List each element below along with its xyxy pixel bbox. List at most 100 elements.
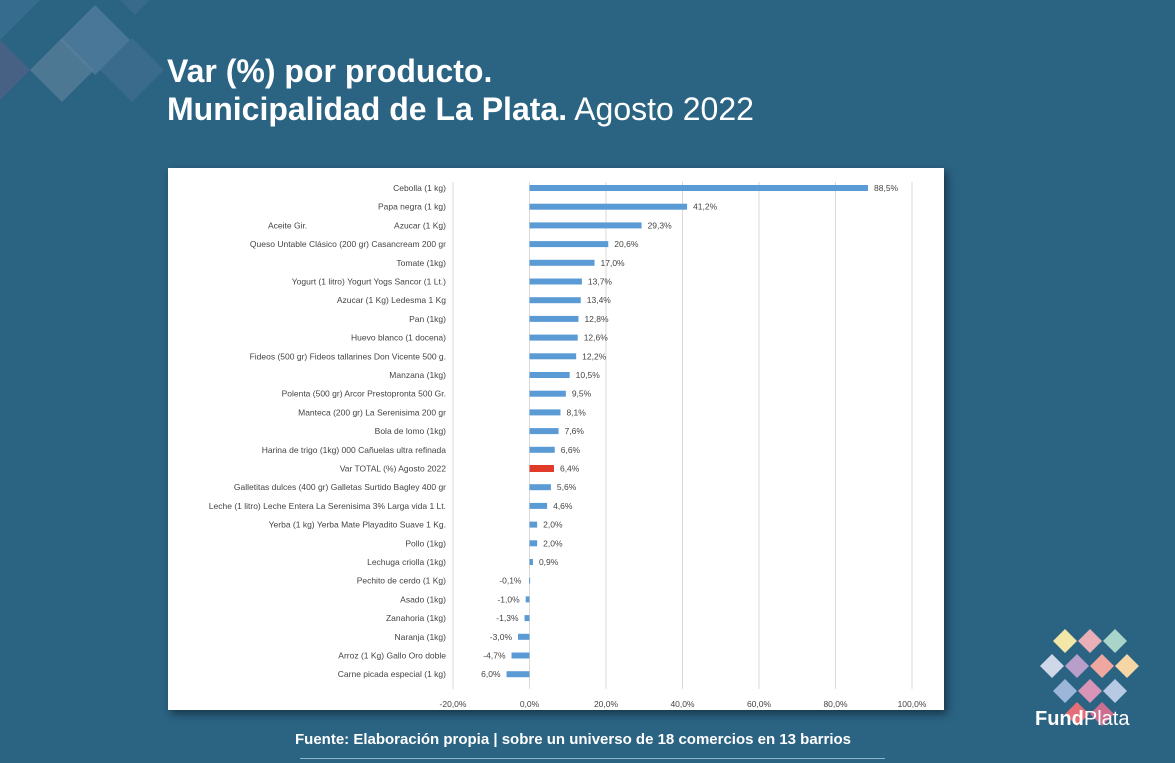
- x-tick-label: 40,0%: [670, 699, 695, 709]
- chart-panel: -20,0% 0,0% 20,0% 40,0% 60,0% 80,0% 100,0% Cebo…: [168, 168, 944, 710]
- extra-annotation: Aceite Gir.: [268, 220, 307, 230]
- value-label: 2,0%: [543, 538, 563, 548]
- value-label: 88,5%: [874, 183, 899, 193]
- category-label: Arroz (1 Kg) Gallo Oro doble: [338, 651, 446, 661]
- category-label: Yogurt (1 litro) Yogurt Yogs Sancor (1 L…: [292, 277, 446, 287]
- bar-chart: -20,0% 0,0% 20,0% 40,0% 60,0% 80,0% 100,0% Cebo…: [209, 182, 927, 709]
- fundplata-logo-icon: [1040, 629, 1139, 726]
- category-label: Yerba (1 kg) Yerba Mate Playadito Suave …: [269, 520, 446, 530]
- category-label: Papa negra (1 kg): [378, 202, 446, 212]
- decorative-diamond-pattern: [0, 0, 164, 102]
- category-label: Pechito de cerdo (1 Kg): [357, 576, 446, 586]
- value-label: 17,0%: [601, 258, 626, 268]
- bar: [529, 353, 577, 360]
- value-label: -0,1%: [499, 576, 522, 586]
- logo-word-fund: Fund: [1035, 708, 1084, 730]
- value-label: 6,0%: [481, 669, 501, 679]
- category-label: Pollo (1kg): [405, 538, 446, 548]
- value-label: 13,4%: [587, 295, 612, 305]
- logo-word-plata: Plata: [1083, 708, 1130, 730]
- bar: [529, 278, 582, 285]
- value-label: 9,5%: [572, 389, 592, 399]
- grid-layer: [452, 182, 913, 689]
- category-label: Manteca (200 gr) La Serenisima 200 gr: [298, 407, 446, 417]
- value-label: 12,6%: [584, 333, 609, 343]
- category-label: Fideos (500 gr) Fideos tallarines Don Vi…: [250, 351, 446, 361]
- x-tick-label: -20,0%: [440, 699, 467, 709]
- category-label: Var TOTAL (%) Agosto 2022: [340, 464, 447, 474]
- category-label: Cebolla (1 kg): [393, 183, 446, 193]
- value-label: 29,3%: [648, 220, 673, 230]
- category-label: Azucar (1 Kg): [394, 220, 446, 230]
- category-label: Azucar (1 Kg) Ledesma 1 Kg: [337, 295, 446, 305]
- value-label: 6,6%: [561, 445, 581, 455]
- x-tick-label: 0,0%: [520, 699, 540, 709]
- bar-layer: [506, 185, 869, 678]
- category-label: Lechuga criolla (1kg): [367, 557, 446, 567]
- x-tick-label: 80,0%: [823, 699, 848, 709]
- value-label: 8,1%: [566, 407, 586, 417]
- logo-wordmark: FundPlata: [1035, 708, 1129, 731]
- bar: [525, 596, 530, 603]
- category-label: Polenta (500 gr) Arcor Prestopronta 500 …: [282, 389, 446, 399]
- category-label: Manzana (1kg): [389, 370, 446, 380]
- label-layer: -20,0% 0,0% 20,0% 40,0% 60,0% 80,0% 100,0% Cebo…: [209, 183, 927, 709]
- value-label: 13,7%: [588, 277, 613, 287]
- category-label: Carne picada especial (1 kg): [338, 669, 446, 679]
- bar: [529, 502, 548, 509]
- bar: [524, 615, 530, 622]
- category-label: Pan (1kg): [409, 314, 446, 324]
- x-tick-label: 100,0%: [898, 699, 927, 709]
- category-label: Leche (1 litro) Leche Entera La Serenisi…: [209, 501, 446, 511]
- value-label: 2,0%: [543, 520, 563, 530]
- value-label: 7,6%: [565, 426, 585, 436]
- bar: [529, 372, 570, 378]
- bar: [529, 185, 869, 191]
- value-label: 12,2%: [582, 351, 607, 361]
- value-label: -1,0%: [497, 594, 520, 604]
- category-label: Huevo blanco (1 docena): [351, 333, 446, 343]
- category-label: Harina de trigo (1kg) 000 Cañuelas ultra…: [262, 445, 447, 455]
- category-label: Naranja (1kg): [395, 632, 447, 642]
- bar: [529, 241, 609, 248]
- value-label: 20,6%: [614, 239, 639, 249]
- x-tick-label: 20,0%: [594, 699, 619, 709]
- value-label: -3,0%: [490, 632, 513, 642]
- title-municipality: Municipalidad de La Plata.: [167, 91, 568, 128]
- bar: [511, 652, 530, 659]
- bar: [529, 465, 554, 472]
- source-underline: [300, 758, 885, 759]
- source-note: Fuente: Elaboración propia | sobre un un…: [295, 731, 852, 748]
- page-title: Var (%) por producto. Municipalidad de L…: [167, 52, 754, 129]
- bar: [518, 633, 530, 640]
- title-line-2: Municipalidad de La Plata. Agosto 2022: [167, 90, 754, 128]
- bar: [529, 259, 595, 266]
- value-label: -4,7%: [483, 651, 506, 661]
- bar: [529, 577, 531, 584]
- value-label: 12,8%: [584, 314, 609, 324]
- value-label: 41,2%: [693, 202, 718, 212]
- value-label: 4,6%: [553, 501, 573, 511]
- bar: [529, 315, 579, 322]
- value-label: 5,6%: [557, 482, 577, 492]
- category-label: Queso Untable Clásico (200 gr) Casancrea…: [250, 239, 446, 249]
- value-label: -1,3%: [496, 613, 519, 623]
- category-label: Asado (1kg): [400, 594, 446, 604]
- bar: [506, 671, 530, 678]
- bar: [529, 203, 688, 210]
- value-label: 0,9%: [539, 557, 559, 567]
- bar: [529, 446, 555, 453]
- bar: [529, 334, 578, 341]
- title-line-1: Var (%) por producto.: [167, 53, 493, 89]
- value-label: 6,4%: [560, 464, 580, 474]
- bar: [529, 390, 566, 397]
- category-label: Bola de lomo (1kg): [375, 426, 447, 436]
- bar: [529, 409, 561, 416]
- bar: [529, 540, 538, 547]
- bar: [529, 222, 642, 229]
- x-tick-label: 60,0%: [747, 699, 772, 709]
- bar: [529, 297, 581, 304]
- category-label: Zanahoria (1kg): [386, 613, 446, 623]
- bar: [529, 559, 533, 565]
- bar: [529, 521, 538, 528]
